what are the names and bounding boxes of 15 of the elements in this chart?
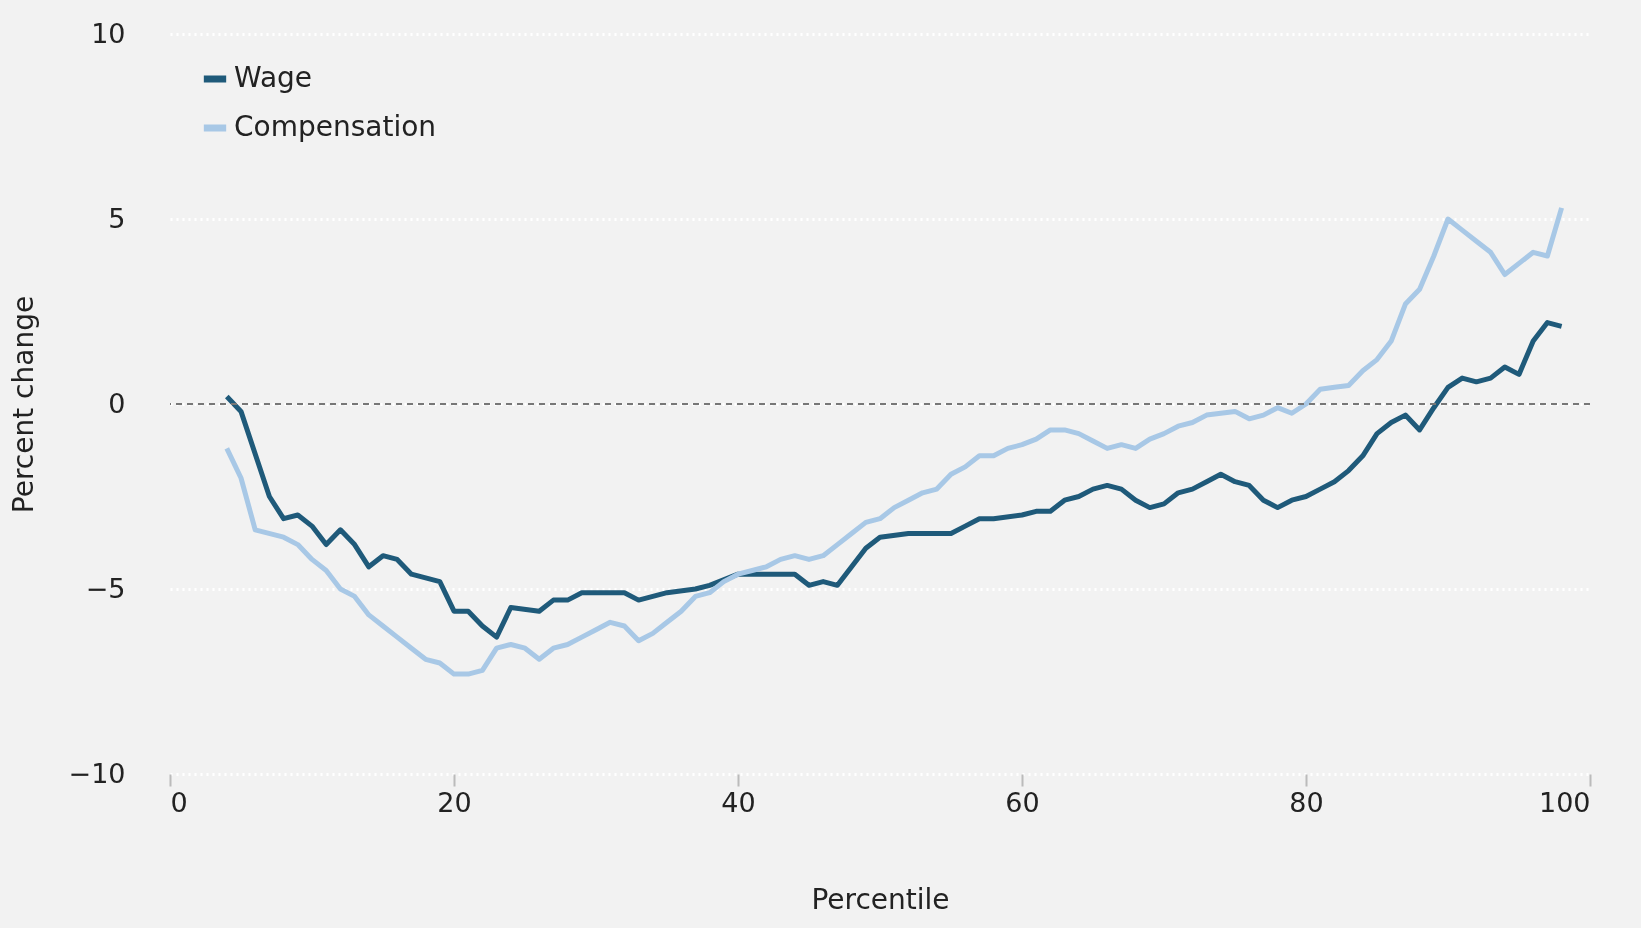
legend-label: Wage bbox=[234, 61, 313, 94]
y-tick-label: 0 bbox=[108, 387, 126, 419]
x-tick-label: 0 bbox=[170, 786, 188, 818]
x-tick-label: 20 bbox=[437, 786, 472, 818]
x-tick-label: 100 bbox=[1538, 786, 1591, 818]
y-tick-label: −10 bbox=[68, 757, 126, 789]
x-axis-title: Percentile bbox=[811, 882, 950, 916]
y-tick-label: 5 bbox=[108, 202, 126, 234]
x-tick-label: 80 bbox=[1289, 786, 1324, 818]
y-tick-label: 10 bbox=[91, 17, 126, 49]
y-tick-label: −5 bbox=[85, 572, 126, 604]
legend-label: Compensation bbox=[234, 110, 437, 143]
x-tick-label: 60 bbox=[1005, 786, 1040, 818]
y-axis-title: Percent change bbox=[6, 295, 40, 514]
x-tick-label: 40 bbox=[721, 786, 756, 818]
